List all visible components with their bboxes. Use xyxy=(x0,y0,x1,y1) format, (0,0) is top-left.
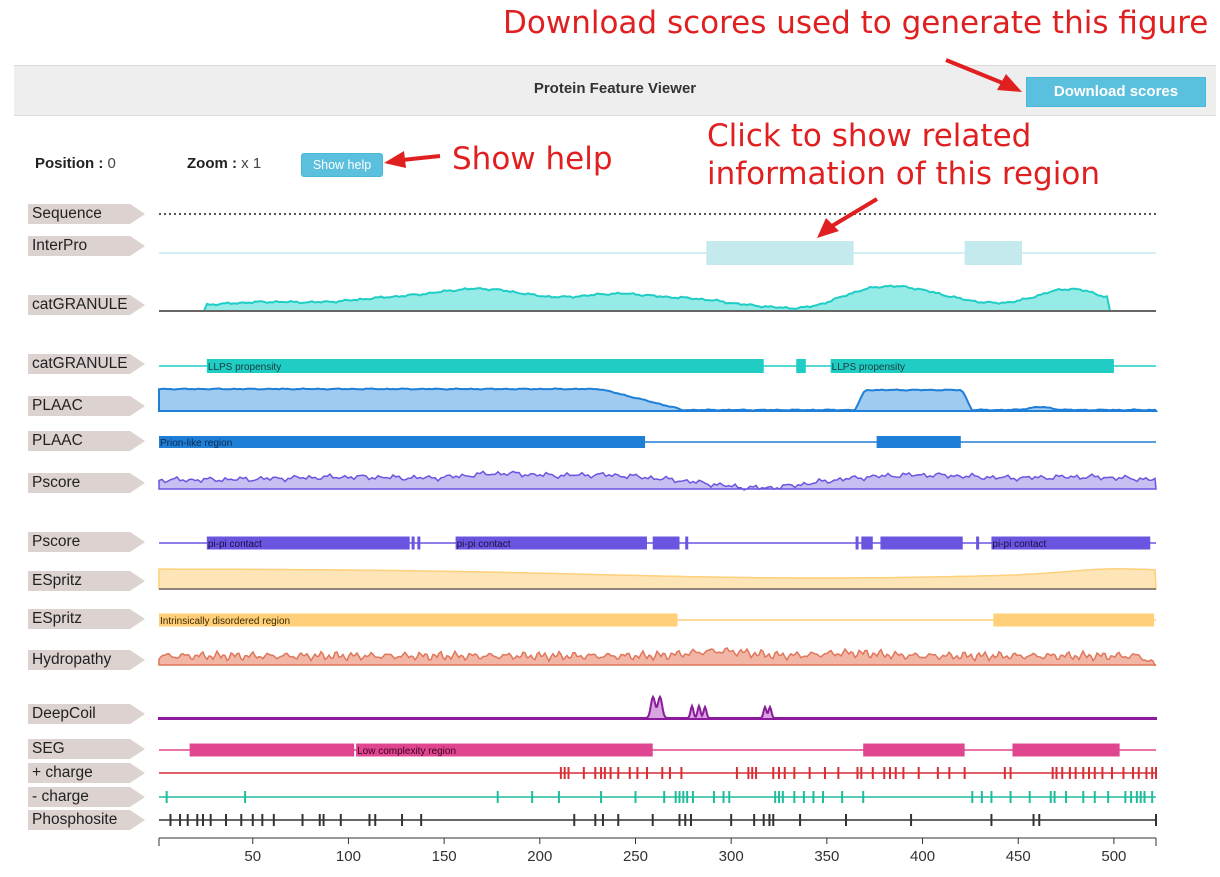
pscore-score-area xyxy=(158,470,1157,491)
zoom-value: x 1 xyxy=(241,155,262,172)
track-label-seg[interactable]: SEG xyxy=(28,739,145,759)
pscore_regions-region-7[interactable] xyxy=(861,536,873,550)
interpro-region-1[interactable] xyxy=(964,241,1023,265)
track-label-pscore-score[interactable]: Pscore xyxy=(28,473,145,493)
seg-region-1[interactable] xyxy=(356,743,653,757)
axis-tick-label-500: 500 xyxy=(1101,848,1126,865)
axis-tick-label-450: 450 xyxy=(1006,848,1031,865)
pscore_regions-region-8[interactable] xyxy=(880,536,963,550)
deepcoil-score-area xyxy=(158,694,1157,720)
seg-region-0[interactable] xyxy=(189,743,355,757)
pscore_regions-region-3[interactable] xyxy=(455,536,647,550)
position-value: 0 xyxy=(107,155,116,172)
position-label: Position : xyxy=(35,155,104,172)
help-annotation: Show help xyxy=(452,141,613,177)
download-scores-button[interactable]: Download scores xyxy=(1026,77,1206,107)
pscore_regions-region-9[interactable] xyxy=(976,536,980,550)
track-label-catgranule-score[interactable]: catGRANULE xyxy=(28,295,145,315)
axis-tick-label-200: 200 xyxy=(527,848,552,865)
pscore_regions-region-label-0: pi-pi contact xyxy=(208,539,262,550)
track-label-deepcoil[interactable]: DeepCoil xyxy=(28,704,145,724)
plaac-score-area xyxy=(158,387,1159,412)
hydropathy-score-area xyxy=(158,647,1157,667)
zoom-readout: Zoom : x 1 xyxy=(187,155,261,172)
viewer-title: Protein Feature Viewer xyxy=(533,80,697,97)
track-label-espritz-regions[interactable]: ESpritz xyxy=(28,609,145,629)
show-help-button[interactable]: Show help xyxy=(301,153,383,177)
track-label-hydropathy[interactable]: Hydropathy xyxy=(28,650,145,670)
track-label-pscore-regions[interactable]: Pscore xyxy=(28,532,145,552)
catgranule_regions-region-0[interactable] xyxy=(206,359,764,373)
pscore_regions-region-0[interactable] xyxy=(206,536,410,550)
axis-tick-label-100: 100 xyxy=(336,848,361,865)
espritz_regions-region-0[interactable] xyxy=(159,613,678,627)
catgranule_regions-region-2[interactable] xyxy=(830,359,1114,373)
axis-tick-label-350: 350 xyxy=(814,848,839,865)
track-label-phosphosite[interactable]: Phosphosite xyxy=(28,810,145,830)
pscore_regions-region-2[interactable] xyxy=(417,536,421,550)
espritz_regions-region-1[interactable] xyxy=(993,613,1155,627)
plaac_regions-region-label-0: Prion-like region xyxy=(160,438,232,449)
track-label-plus-charge[interactable]: + charge xyxy=(28,763,145,783)
axis-tick-label-250: 250 xyxy=(623,848,648,865)
pscore_regions-region-4[interactable] xyxy=(652,536,680,550)
seg-region-label-1: Low complexity region xyxy=(357,746,456,757)
pscore_regions-region-5[interactable] xyxy=(685,536,689,550)
track-label-plaac-score[interactable]: PLAAC xyxy=(28,396,145,416)
catgranule_regions-region-label-2: LLPS propensity xyxy=(832,362,905,373)
track-label-plaac-regions[interactable]: PLAAC xyxy=(28,431,145,451)
plaac_regions-region-1[interactable] xyxy=(876,436,961,448)
seg-region-3[interactable] xyxy=(1012,743,1120,757)
catgranule_regions-region-1[interactable] xyxy=(796,359,806,373)
pscore_regions-region-10[interactable] xyxy=(991,536,1151,550)
espritz_regions-region-label-0: Intrinsically disordered region xyxy=(160,616,290,627)
pscore_regions-region-6[interactable] xyxy=(855,536,859,550)
track-label-catgranule-regions[interactable]: catGRANULE xyxy=(28,354,145,374)
pscore_regions-region-label-10: pi-pi contact xyxy=(992,539,1046,550)
track-label-interpro[interactable]: InterPro xyxy=(28,236,145,256)
axis-tick-label-400: 400 xyxy=(910,848,935,865)
catgranule_regions-region-label-0: LLPS propensity xyxy=(208,362,281,373)
zoom-label: Zoom : xyxy=(187,155,237,172)
interpro-region-0[interactable] xyxy=(706,241,854,265)
axis-tick-label-300: 300 xyxy=(719,848,744,865)
axis-tick-label-150: 150 xyxy=(432,848,457,865)
track-label-espritz-score[interactable]: ESpritz xyxy=(28,571,145,591)
plaac_regions-region-0[interactable] xyxy=(159,436,646,448)
axis-tick-label-50: 50 xyxy=(244,848,261,865)
download-annotation: Download scores used to generate this fi… xyxy=(503,5,1209,41)
pscore_regions-region-1[interactable] xyxy=(411,536,415,550)
pscore_regions-region-label-3: pi-pi contact xyxy=(457,539,511,550)
catgranule-score-area xyxy=(159,284,1156,312)
position-readout: Position : 0 xyxy=(35,155,116,172)
track-label-sequence[interactable]: Sequence xyxy=(28,204,145,224)
track-label-minus-charge[interactable]: - charge xyxy=(28,787,145,807)
region-annotation: Click to show related information of thi… xyxy=(707,118,1100,192)
espritz-score-area xyxy=(158,568,1157,590)
seg-region-2[interactable] xyxy=(863,743,965,757)
